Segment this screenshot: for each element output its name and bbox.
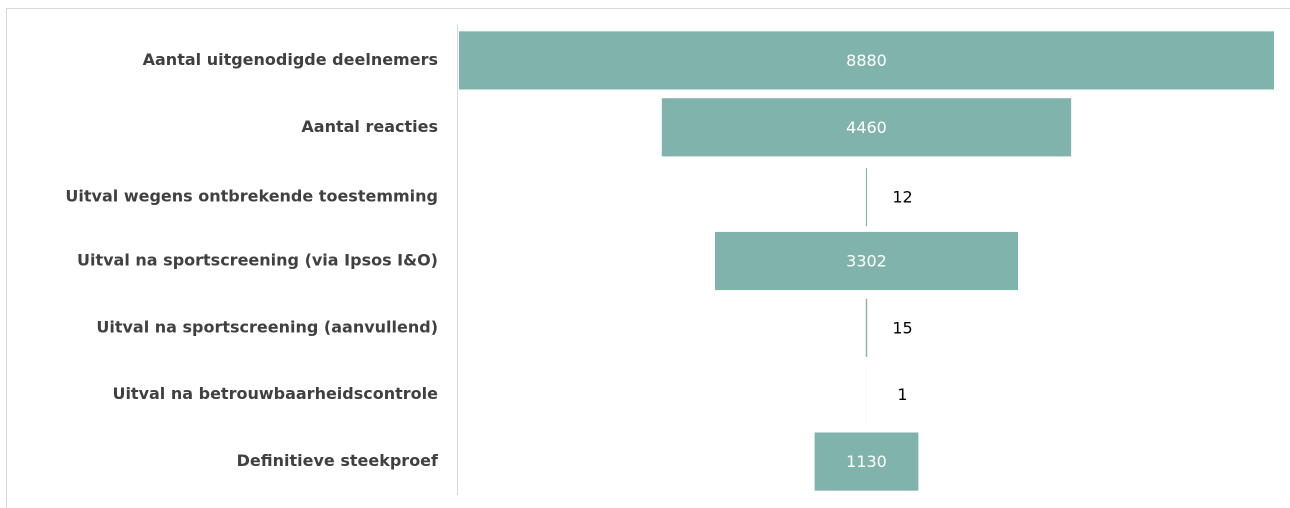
category-label: Uitval na sportscreening (via Ipsos I&O) — [77, 251, 438, 270]
category-label: Uitval na sportscreening (aanvullend) — [96, 317, 438, 336]
category-label: Aantal uitgenodigde deelnemers — [143, 50, 438, 69]
funnel-bar — [865, 168, 868, 227]
value-label: 12 — [892, 188, 912, 207]
value-label: 8880 — [846, 51, 887, 70]
category-label: Aantal reacties — [301, 117, 438, 136]
value-label: 4460 — [846, 118, 887, 137]
category-label: Uitval na betrouwbaarheidscontrole — [112, 384, 438, 403]
funnel-bar — [714, 231, 1019, 291]
value-label: 15 — [892, 318, 912, 337]
category-label: Uitval wegens ontbrekende toestemming — [65, 187, 438, 206]
funnel-bar — [459, 31, 1274, 90]
category-label: Definitieve steekproef — [237, 451, 439, 470]
value-label: 3302 — [846, 252, 887, 271]
funnel-bar — [814, 432, 919, 491]
value-label: 1130 — [846, 452, 887, 471]
funnel-bar — [661, 98, 1072, 157]
chart-frame — [6, 8, 1290, 508]
funnel-bar — [865, 298, 868, 357]
value-label: 1 — [897, 385, 907, 404]
